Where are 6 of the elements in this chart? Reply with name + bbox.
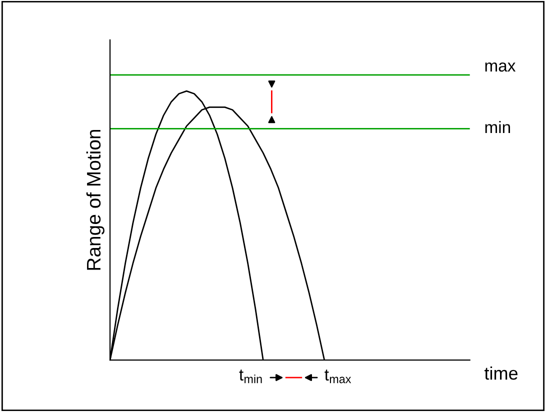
y-axis-title: Range of Motion <box>86 130 104 270</box>
ref-line-label: min <box>485 120 510 134</box>
text: t$_{min}$ <box>239 370 262 384</box>
ref-line-label: max <box>485 62 516 72</box>
x-axis-title: time <box>484 366 518 380</box>
text: t$_{max}$ <box>324 370 352 384</box>
